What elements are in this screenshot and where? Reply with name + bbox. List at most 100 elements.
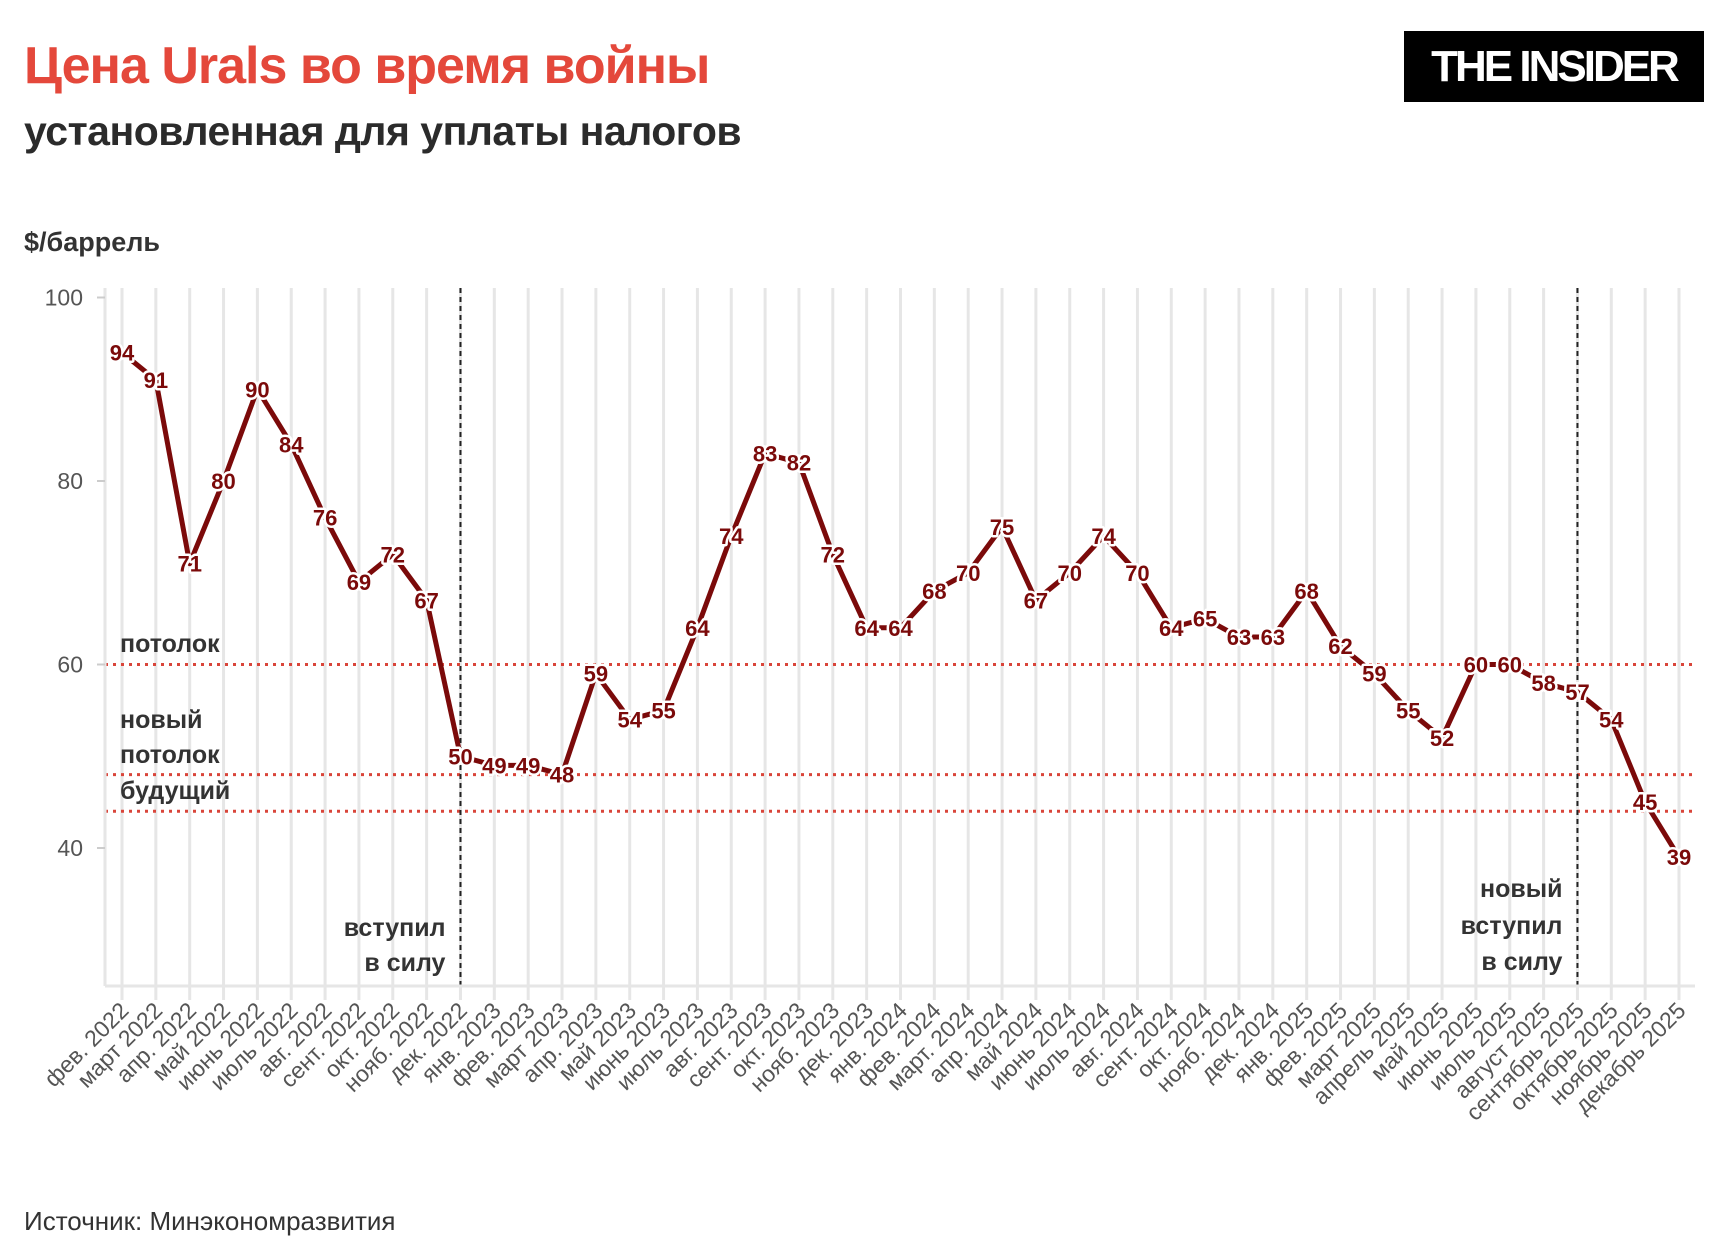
data-point	[153, 377, 159, 383]
data-point	[1405, 707, 1411, 713]
event-line-label: вступил	[344, 914, 446, 942]
chart-subtitle: установленная для уплаты налогов	[24, 108, 742, 154]
data-label: 63	[1261, 625, 1285, 650]
data-label: 94	[110, 341, 135, 366]
data-point	[1101, 533, 1107, 539]
data-point	[999, 524, 1005, 530]
data-label: 62	[1328, 634, 1352, 659]
data-point	[1507, 662, 1513, 667]
data-point	[119, 350, 125, 356]
data-point	[187, 561, 193, 567]
data-point	[1033, 597, 1039, 603]
data-label: 49	[516, 753, 540, 778]
y-tick-label: 80	[57, 468, 83, 494]
data-point	[1236, 634, 1242, 640]
y-tick-label: 60	[57, 652, 83, 678]
data-label: 64	[854, 616, 879, 641]
data-label: 55	[1396, 698, 1420, 723]
data-label: 52	[1430, 726, 1454, 751]
data-label: 59	[1362, 662, 1386, 687]
data-point	[356, 579, 362, 585]
data-point	[864, 625, 870, 631]
data-label: 63	[1227, 625, 1251, 650]
data-label: 68	[922, 579, 946, 604]
data-label: 48	[550, 763, 574, 788]
data-label: 57	[1565, 680, 1589, 705]
data-label: 58	[1531, 671, 1555, 696]
data-point	[1371, 671, 1377, 677]
reference-line-label: потолок	[120, 630, 220, 658]
data-point	[931, 588, 937, 594]
data-point	[1642, 799, 1648, 805]
data-label: 60	[1498, 653, 1522, 678]
data-label: 50	[448, 744, 472, 769]
data-point	[661, 707, 667, 713]
data-point	[898, 625, 903, 631]
data-label: 64	[1159, 616, 1184, 641]
data-label: 74	[1091, 524, 1116, 549]
reference-line-label: потолок	[120, 741, 220, 769]
the-insider-logo: THE INSIDER	[1404, 31, 1704, 102]
data-label: 68	[1294, 579, 1318, 604]
data-label: 60	[1464, 653, 1488, 678]
data-label: 84	[279, 432, 304, 457]
data-point	[322, 515, 328, 521]
data-point	[390, 551, 396, 557]
data-point	[424, 597, 430, 603]
y-tick-label: 40	[57, 835, 83, 861]
data-point	[1067, 570, 1073, 576]
data-label: 72	[381, 542, 405, 567]
data-point	[1541, 680, 1547, 686]
event-line-label: в силу	[364, 949, 445, 977]
data-label: 82	[787, 451, 811, 476]
event-line-label: в силу	[1481, 948, 1562, 976]
data-label: 71	[177, 552, 201, 577]
data-point	[288, 441, 294, 447]
data-label: 80	[211, 469, 235, 494]
source-note: Источник: Минэкономразвития	[24, 1206, 396, 1236]
data-point	[830, 551, 836, 557]
data-label: 72	[821, 542, 845, 567]
data-label: 70	[1125, 561, 1149, 586]
reference-line-label: будущий	[120, 777, 230, 805]
data-point	[525, 762, 531, 768]
data-point	[491, 762, 497, 768]
data-label: 64	[685, 616, 710, 641]
data-label: 69	[347, 570, 371, 595]
data-label: 49	[482, 753, 506, 778]
data-label: 64	[888, 616, 913, 641]
data-point	[627, 717, 633, 723]
data-point	[1574, 689, 1580, 695]
data-point	[593, 671, 599, 677]
data-label: 67	[414, 588, 438, 613]
data-point	[728, 533, 734, 539]
data-point	[559, 772, 565, 778]
data-label: 59	[584, 662, 608, 687]
reference-line-label: новый	[120, 706, 202, 734]
data-label: 90	[245, 377, 269, 402]
data-point	[457, 753, 463, 759]
data-point	[1608, 717, 1614, 723]
data-point	[1473, 662, 1479, 667]
event-line-label: вступил	[1461, 912, 1563, 940]
y-tick-label: 100	[45, 285, 83, 311]
chart-title: Цена Urals во время войны	[24, 37, 710, 95]
data-label: 70	[956, 561, 980, 586]
data-point	[1338, 643, 1344, 649]
data-label: 83	[753, 441, 777, 466]
data-label: 65	[1193, 607, 1217, 632]
data-label: 76	[313, 506, 337, 531]
data-label: 54	[1599, 708, 1624, 733]
data-point	[762, 450, 768, 456]
data-label: 74	[719, 524, 744, 549]
data-label: 75	[990, 515, 1014, 540]
data-point	[1270, 634, 1276, 640]
data-point	[1202, 616, 1208, 622]
data-point	[1676, 854, 1682, 860]
event-line-label: новый	[1480, 875, 1562, 903]
data-label: 67	[1024, 588, 1048, 613]
data-point	[694, 625, 700, 631]
data-point	[796, 460, 802, 466]
data-label: 70	[1057, 561, 1081, 586]
